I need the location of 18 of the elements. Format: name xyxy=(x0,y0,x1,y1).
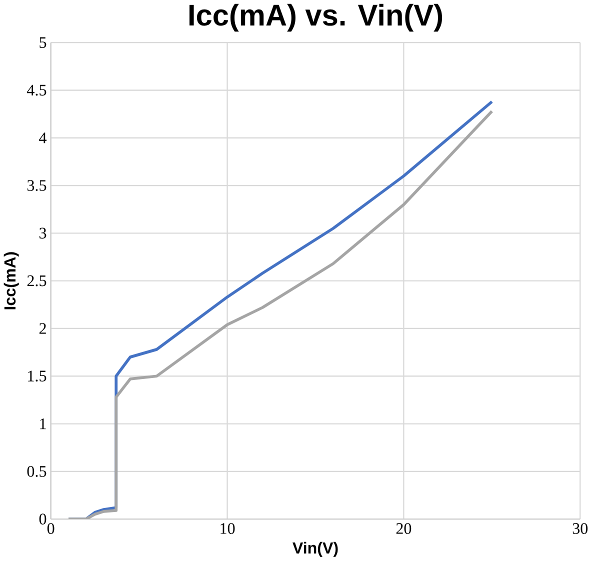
y-tick-label: 3.5 xyxy=(27,180,46,192)
y-tick-label: 4 xyxy=(39,132,47,144)
x-tick-label: 20 xyxy=(396,523,412,534)
x-tick-label: 30 xyxy=(572,523,588,534)
y-tick-label: 1 xyxy=(40,418,46,430)
chart-title: Icc(mA) vs. Vin(V) xyxy=(189,4,442,32)
y-tick-label: 1.5 xyxy=(28,370,46,382)
y-axis-title: Icc(mA) xyxy=(4,252,19,310)
y-tick-label: 2 xyxy=(39,323,46,334)
y-tick-label: 0 xyxy=(39,514,46,525)
y-tick-label: 4.5 xyxy=(27,85,46,96)
x-tick-label: 10 xyxy=(220,523,235,534)
x-axis-title: Vin(V) xyxy=(292,542,338,557)
y-tick-label: 0.5 xyxy=(27,466,46,478)
x-tick-label: 0 xyxy=(47,523,54,534)
y-tick-label: 2.5 xyxy=(27,276,46,286)
y-tick-label: 5 xyxy=(40,37,46,48)
y-tick-label: 3 xyxy=(40,228,46,239)
